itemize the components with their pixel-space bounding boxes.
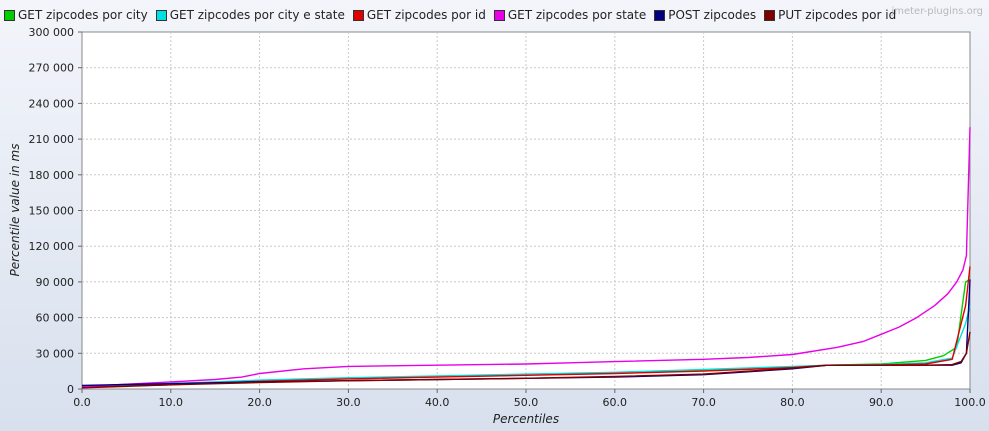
legend-swatch bbox=[764, 9, 776, 21]
legend-label: GET zipcodes por state bbox=[507, 8, 647, 22]
series-line bbox=[81, 305, 971, 387]
legend-label: GET zipcodes por id bbox=[366, 8, 486, 22]
y-tick-label: 240 000 bbox=[29, 97, 75, 110]
y-tick-label: 60 000 bbox=[36, 312, 75, 325]
x-tick-label: 90.0 bbox=[869, 396, 894, 409]
x-tick-label: 60.0 bbox=[603, 396, 628, 409]
x-tick-label: 100.0 bbox=[954, 396, 986, 409]
legend-label: POST zipcodes bbox=[668, 8, 757, 22]
legend-swatch bbox=[654, 9, 666, 21]
y-tick-label: 210 000 bbox=[29, 133, 75, 146]
x-tick-label: 0.0 bbox=[73, 396, 91, 409]
y-tick-label: 30 000 bbox=[36, 347, 75, 360]
y-axis-title: Percentile value in ms bbox=[8, 144, 22, 277]
y-tick-label: 270 000 bbox=[29, 62, 75, 75]
legend-item: GET zipcodes por id bbox=[352, 8, 486, 22]
series-line bbox=[81, 331, 971, 389]
legend-swatch bbox=[4, 9, 15, 21]
y-tick-label: 0 bbox=[67, 383, 74, 396]
x-axis-ticks: 0.0 10.0 20.0 30.0 40.0 50.0 60.0 70.0 80.0 90.0 1… bbox=[73, 389, 986, 409]
x-axis-title: Percentiles bbox=[493, 412, 559, 426]
grid-lines bbox=[82, 32, 970, 389]
series-line bbox=[81, 127, 971, 388]
watermark: jmeter-plugins.org bbox=[891, 6, 983, 17]
x-tick-label: 50.0 bbox=[514, 396, 539, 409]
chart-legend: GET zipcodes por city GET zipcodes por ci… bbox=[4, 4, 904, 26]
x-tick-label: 70.0 bbox=[691, 396, 716, 409]
y-tick-label: 300 000 bbox=[29, 26, 75, 39]
y-tick-label: 120 000 bbox=[29, 240, 75, 253]
y-tick-label: 180 000 bbox=[29, 169, 75, 182]
x-tick-label: 20.0 bbox=[247, 396, 272, 409]
y-tick-label: 150 000 bbox=[29, 205, 75, 218]
legend-item: GET zipcodes por city bbox=[4, 8, 148, 22]
legend-label: GET zipcodes por city e state bbox=[169, 8, 345, 22]
series-lines bbox=[81, 127, 971, 389]
legend-swatch bbox=[493, 9, 505, 21]
x-tick-label: 80.0 bbox=[780, 396, 805, 409]
series-line bbox=[81, 266, 971, 388]
x-tick-label: 10.0 bbox=[159, 396, 184, 409]
legend-label: PUT zipcodes por id bbox=[778, 8, 897, 22]
legend-swatch bbox=[352, 9, 364, 21]
legend-label: GET zipcodes por city bbox=[18, 8, 148, 22]
x-tick-label: 40.0 bbox=[425, 396, 450, 409]
legend-item: PUT zipcodes por id bbox=[764, 8, 896, 22]
y-axis-ticks: 0 30 000 60 000 90 000 120 000 150 000 180 000… bbox=[29, 26, 82, 396]
x-tick-label: 30.0 bbox=[336, 396, 361, 409]
y-tick-label: 90 000 bbox=[36, 276, 75, 289]
legend-item: GET zipcodes por state bbox=[493, 8, 647, 22]
legend-swatch bbox=[155, 9, 167, 21]
legend-item: POST zipcodes bbox=[654, 8, 756, 22]
legend-item: GET zipcodes por city e state bbox=[155, 8, 345, 22]
